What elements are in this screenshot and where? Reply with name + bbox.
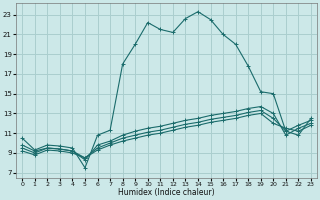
- X-axis label: Humidex (Indice chaleur): Humidex (Indice chaleur): [118, 188, 215, 197]
